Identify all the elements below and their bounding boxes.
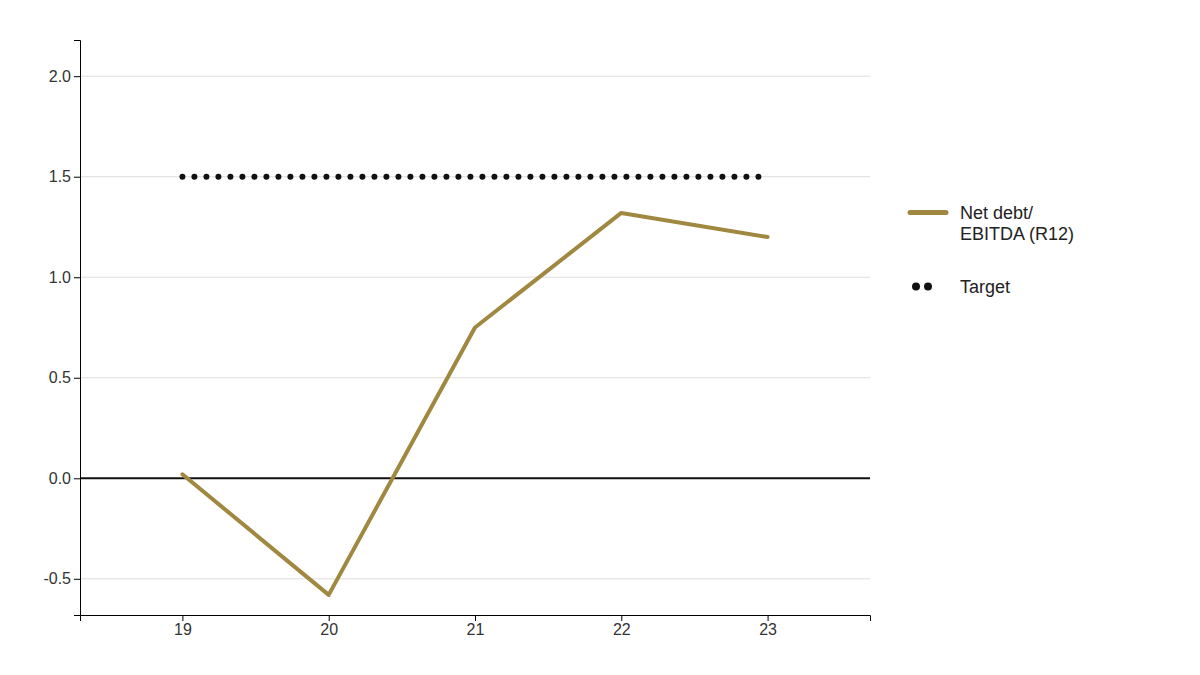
marks	[182, 177, 767, 595]
tick-mark	[74, 277, 80, 278]
tick: 0.0	[49, 470, 80, 487]
grid-line	[80, 76, 870, 77]
tick: 0.5	[49, 369, 80, 386]
tick-label: 23	[759, 621, 777, 638]
tick-mark	[768, 615, 769, 621]
tick: 20	[320, 615, 338, 638]
series-line	[182, 213, 767, 595]
tick: 22	[613, 615, 631, 638]
tick-mark	[74, 76, 80, 77]
series-line	[182, 174, 767, 180]
tick-mark	[475, 615, 476, 621]
tick: 19	[174, 615, 192, 638]
tick-label: 21	[467, 621, 485, 638]
tick: 21	[467, 615, 485, 638]
legend-item: Net debt/EBITDA (R12)	[910, 203, 1074, 245]
tick-label: 19	[174, 621, 192, 638]
tick-label: 20	[320, 621, 338, 638]
legend-label-line: Target	[960, 277, 1010, 297]
tick-label: -0.5	[43, 570, 71, 587]
chart: 19 20 21 22 23 -0.5 0.0 0.5 1.0 1.5 2.0 Net debt/EB…	[0, 0, 1200, 675]
legend-swatch	[916, 283, 940, 291]
grid-line	[80, 277, 870, 278]
tick-label: 0.0	[49, 470, 71, 487]
x-axis: 19 20 21 22 23	[81, 615, 871, 638]
legend-label-line: EBITDA (R12)	[960, 224, 1074, 244]
tick: 1.0	[49, 269, 80, 286]
axis-line	[74, 41, 81, 616]
tick-label: 0.5	[49, 369, 71, 386]
tick-mark	[74, 177, 80, 178]
legend-item: Target	[916, 277, 1010, 297]
legend-label: Target	[960, 277, 1010, 297]
tick: -0.5	[43, 570, 80, 587]
tick-label: 22	[613, 621, 631, 638]
tick-mark	[74, 579, 80, 580]
legend-swatch	[910, 210, 946, 215]
tick: 1.5	[49, 168, 80, 185]
grid-line	[80, 578, 870, 579]
tick-mark	[182, 615, 183, 621]
axis-line	[81, 616, 871, 622]
tick: 2.0	[49, 68, 80, 85]
tick-mark	[74, 378, 80, 379]
grid-line	[80, 176, 870, 177]
legend: Net debt/EBITDA (R12) Target	[910, 203, 1074, 297]
plot: 19 20 21 22 23 -0.5 0.0 0.5 1.0 1.5 2.0	[43, 41, 870, 639]
legend-label-line: Net debt/	[960, 203, 1033, 223]
tick-label: 1.0	[49, 269, 71, 286]
tick-label: 1.5	[49, 168, 71, 185]
tick-label: 2.0	[49, 68, 71, 85]
zero-line	[80, 477, 870, 479]
tick-mark	[621, 615, 622, 621]
legend-label: Net debt/EBITDA (R12)	[960, 203, 1074, 245]
tick-mark	[329, 615, 330, 621]
grid-line	[80, 377, 870, 378]
tick-mark	[74, 478, 80, 479]
tick: 23	[759, 615, 777, 638]
y-axis: -0.5 0.0 0.5 1.0 1.5 2.0	[43, 41, 80, 616]
